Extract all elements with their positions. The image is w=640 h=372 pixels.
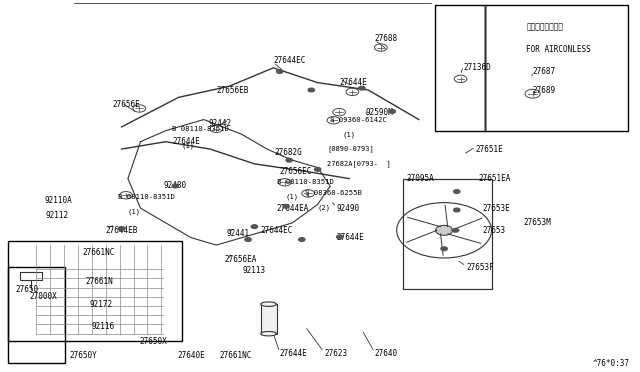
Text: 27644E: 27644E (337, 233, 364, 242)
Circle shape (454, 208, 460, 212)
Text: 27653: 27653 (482, 226, 505, 235)
Text: 27644EA: 27644EA (276, 203, 309, 213)
Circle shape (252, 225, 257, 228)
Text: 27000X: 27000X (30, 292, 58, 301)
Text: 27650X: 27650X (140, 337, 167, 346)
Text: 92172: 92172 (90, 300, 113, 309)
Text: ^76*0:37: ^76*0:37 (593, 359, 630, 368)
Circle shape (172, 184, 179, 188)
Text: 92112: 92112 (45, 211, 68, 220)
Circle shape (314, 167, 321, 171)
Circle shape (389, 110, 396, 113)
Text: 27644EB: 27644EB (106, 226, 138, 235)
Text: 27650Y: 27650Y (70, 351, 97, 360)
Bar (403, 179, 492, 289)
Text: B 08110-8351D: B 08110-8351D (118, 194, 175, 200)
Text: (1): (1) (128, 209, 141, 215)
Text: 27640: 27640 (374, 350, 397, 359)
Bar (485, 5, 628, 131)
Text: (2): (2) (317, 205, 331, 211)
Text: 27650: 27650 (16, 285, 39, 294)
Text: 27682G: 27682G (275, 148, 302, 157)
Text: 27656EB: 27656EB (216, 86, 249, 94)
Text: 27661NC: 27661NC (83, 248, 115, 257)
Bar (260, 304, 276, 334)
Text: エアコン無し仕様: エアコン無し仕様 (526, 23, 563, 32)
Circle shape (454, 190, 460, 193)
Circle shape (441, 247, 447, 251)
Text: 27661N: 27661N (86, 278, 113, 286)
Text: 27651E: 27651E (476, 145, 504, 154)
Text: 27687: 27687 (532, 67, 556, 76)
Text: S 08360-6255B: S 08360-6255B (305, 190, 362, 196)
Text: 27656EC: 27656EC (280, 167, 312, 176)
Ellipse shape (260, 331, 276, 336)
Text: 27640E: 27640E (177, 351, 205, 360)
Circle shape (452, 228, 459, 232)
Circle shape (276, 70, 283, 73)
Bar (20, 272, 42, 280)
Circle shape (118, 227, 125, 230)
Text: 27653F: 27653F (467, 263, 494, 272)
Text: 92441: 92441 (227, 230, 250, 238)
Circle shape (299, 238, 305, 241)
Circle shape (245, 238, 252, 241)
Text: 27644E: 27644E (280, 350, 307, 359)
Circle shape (337, 235, 343, 239)
Text: 27661NC: 27661NC (220, 351, 252, 360)
Text: (1): (1) (343, 131, 356, 138)
Text: 27653E: 27653E (482, 203, 510, 213)
Ellipse shape (260, 302, 276, 307)
Text: 27644EC: 27644EC (260, 226, 293, 235)
Text: 27682A[0793-  ]: 27682A[0793- ] (327, 160, 391, 167)
Text: 27644EC: 27644EC (273, 56, 306, 65)
Text: 27136D: 27136D (463, 63, 491, 72)
Text: 92116: 92116 (92, 322, 115, 331)
Text: 27644E: 27644E (340, 78, 367, 87)
Text: 92110A: 92110A (44, 196, 72, 205)
Circle shape (286, 158, 292, 162)
Text: (1): (1) (286, 194, 299, 201)
Text: 92480: 92480 (163, 182, 186, 190)
Text: (1): (1) (182, 142, 195, 149)
Circle shape (359, 86, 365, 90)
Circle shape (436, 225, 452, 235)
Circle shape (283, 205, 289, 208)
Text: 27653M: 27653M (523, 218, 551, 227)
Bar (8, 241, 182, 341)
Text: 27656E: 27656E (112, 100, 140, 109)
Text: 27689: 27689 (532, 86, 556, 94)
Text: B 08110-8351D: B 08110-8351D (276, 179, 333, 185)
Text: 27623: 27623 (324, 350, 347, 359)
Text: 92590M: 92590M (365, 108, 393, 117)
Text: FOR AIRCONLESS: FOR AIRCONLESS (526, 45, 591, 54)
Text: 27095A: 27095A (406, 174, 434, 183)
Text: 27644E: 27644E (172, 137, 200, 146)
Text: S 09360-6142C: S 09360-6142C (330, 116, 387, 122)
Text: 27651EA: 27651EA (479, 174, 511, 183)
Text: 92442: 92442 (209, 119, 232, 128)
Text: 92113: 92113 (243, 266, 266, 275)
Text: 92490: 92490 (337, 203, 360, 213)
Bar (8, 267, 65, 363)
Circle shape (308, 88, 314, 92)
Bar (435, 5, 485, 131)
Text: 27656EA: 27656EA (224, 255, 257, 264)
Text: 27688: 27688 (374, 34, 397, 43)
Text: [0890-0793]: [0890-0793] (327, 146, 374, 153)
Text: B 08110-8351D: B 08110-8351D (172, 126, 229, 132)
